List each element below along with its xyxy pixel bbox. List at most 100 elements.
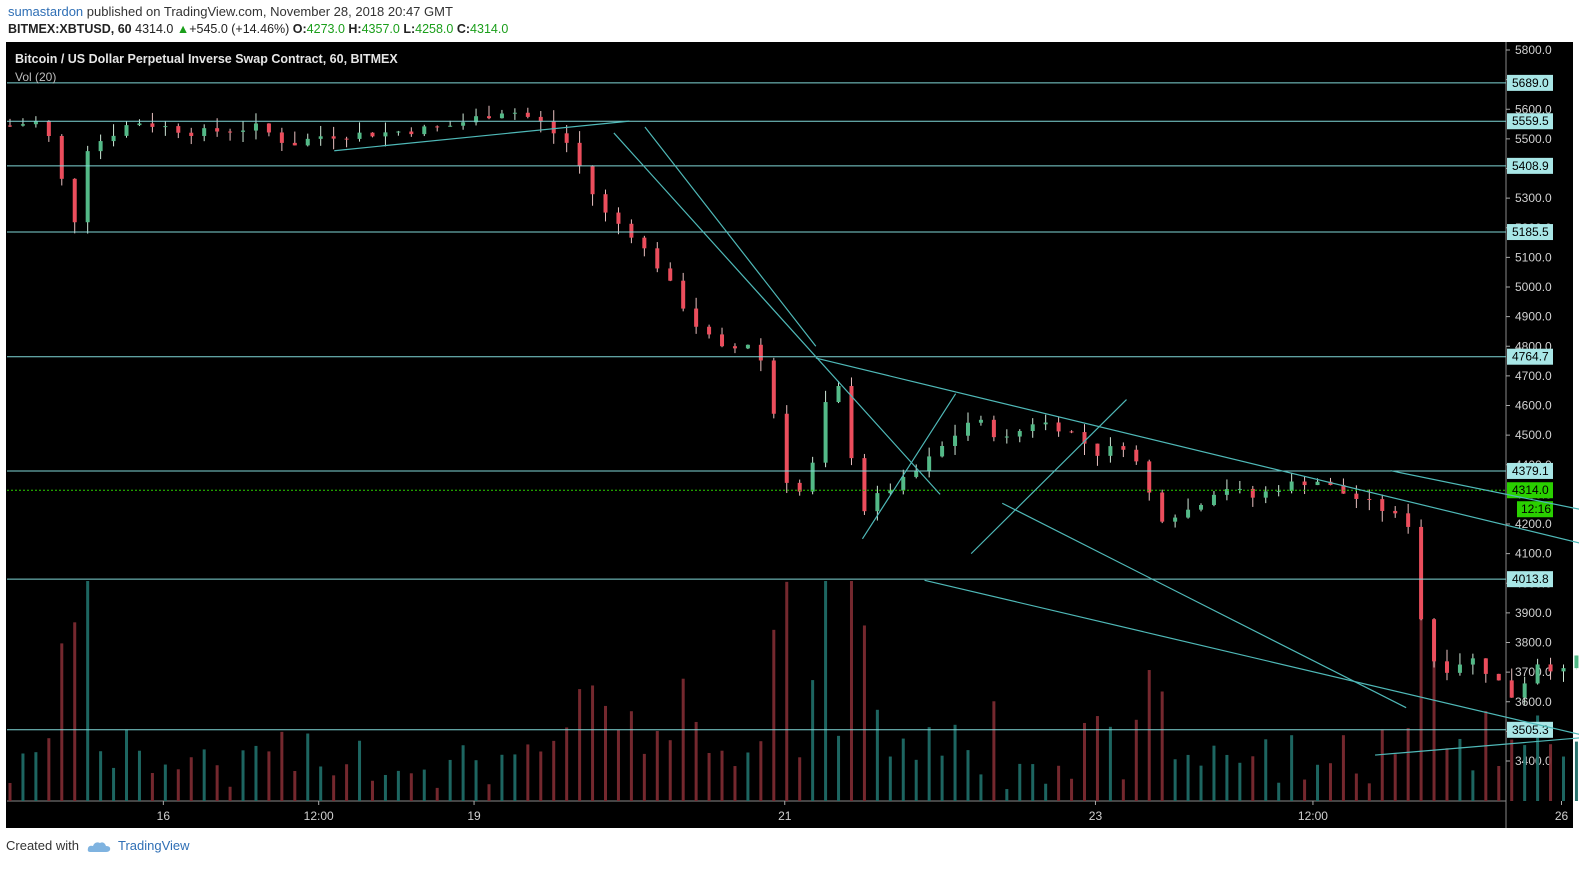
volume-bar — [1316, 764, 1320, 801]
volume-bar — [565, 727, 569, 801]
volume-bar — [112, 767, 116, 801]
volume-bar — [8, 782, 12, 801]
candle-body — [474, 116, 479, 123]
candle-body — [1574, 655, 1579, 669]
candle-body — [707, 326, 712, 335]
candle-body — [1561, 668, 1566, 672]
volume-bar — [1354, 773, 1358, 801]
candle-body — [1470, 658, 1475, 665]
symbol: BITMEX:XBTUSD, 60 — [8, 22, 132, 36]
level-price-label: 5408.9 — [1512, 159, 1549, 173]
volume-bar — [552, 740, 556, 801]
volume-bar — [940, 755, 944, 801]
candle-body — [732, 346, 737, 349]
volume-bar — [306, 733, 310, 801]
candle-body — [461, 122, 466, 126]
chart-area[interactable] — [6, 42, 1573, 828]
volume-bar — [396, 770, 400, 801]
candle-body — [241, 130, 246, 132]
volume-bar — [966, 750, 970, 801]
y-tick-label: 4700.0 — [1515, 369, 1552, 383]
volume-bar — [1044, 783, 1048, 801]
volume-bar — [21, 753, 25, 801]
volume-bar — [1277, 782, 1281, 801]
candle-body — [681, 280, 686, 309]
last-price-label: 4314.0 — [1512, 483, 1549, 497]
candle-body — [1522, 683, 1527, 698]
trendline — [970, 399, 1127, 555]
volume-bar — [1290, 735, 1294, 801]
y-tick-label: 5100.0 — [1515, 250, 1552, 264]
candle-body — [1004, 436, 1009, 438]
candle-body — [163, 126, 168, 128]
candle-body — [1457, 664, 1462, 673]
candle-body — [1199, 505, 1204, 510]
volume-bar — [1134, 719, 1138, 801]
volume-bar — [668, 740, 672, 801]
candle-body — [1173, 517, 1178, 522]
candle-body — [124, 125, 129, 136]
volume-bar — [1083, 722, 1087, 801]
low-label: L: — [403, 22, 416, 36]
candle-body — [564, 133, 569, 143]
candle-body — [1548, 664, 1553, 672]
candle-body — [189, 132, 194, 136]
volume-bar — [280, 731, 284, 801]
author-link[interactable]: sumastardon — [8, 4, 84, 19]
trendline — [334, 120, 630, 152]
trendline — [1001, 502, 1407, 709]
y-tick-label: 3400.0 — [1515, 754, 1552, 768]
candle-body — [435, 126, 440, 128]
volume-bar — [125, 729, 129, 801]
candle-body — [758, 344, 763, 361]
volume-bar — [953, 724, 957, 801]
candle-body — [655, 248, 660, 269]
volume-bar — [435, 787, 439, 801]
level-price-tag — [1507, 571, 1553, 588]
candle-body — [292, 142, 297, 146]
volume-bar — [578, 689, 582, 801]
volume-bar — [1510, 739, 1514, 801]
candle-body — [448, 125, 453, 127]
x-tick-label: 12:00 — [304, 809, 334, 823]
tradingview-link[interactable]: TradingView — [118, 838, 190, 853]
candle-body — [318, 136, 323, 139]
volume-bar — [720, 750, 724, 801]
volume-bar — [345, 764, 349, 801]
candle-body — [266, 123, 271, 133]
level-price-tag — [1507, 113, 1553, 130]
volume-bar — [849, 581, 853, 801]
candle-body — [862, 458, 867, 512]
candle-body — [836, 386, 841, 403]
volume-bar — [448, 759, 452, 801]
volume-bar — [629, 711, 633, 801]
candle-body — [1406, 513, 1411, 527]
candle-body — [486, 116, 491, 119]
volume-label: Vol (20) — [15, 70, 57, 84]
candle-body — [551, 121, 556, 134]
low-value: 4258.0 — [415, 22, 454, 36]
volume-bar — [1523, 745, 1527, 801]
candle-body — [1095, 443, 1100, 456]
candle-body — [137, 123, 142, 126]
volume-bar — [1147, 670, 1151, 801]
candle-body — [1211, 494, 1216, 506]
volume-bar — [862, 625, 866, 801]
volume-bar — [1574, 741, 1578, 801]
level-price-label: 5689.0 — [1512, 76, 1549, 90]
candle-body — [279, 132, 284, 143]
candle-body — [1367, 498, 1372, 500]
volume-bar — [1186, 754, 1190, 801]
x-tick-label: 12:00 — [1298, 809, 1328, 823]
volume-bar — [1328, 763, 1332, 801]
candle-body — [33, 121, 38, 125]
candle-body — [1121, 446, 1126, 450]
candle-body — [797, 482, 802, 492]
volume-bar — [383, 774, 387, 801]
volume-bar — [34, 752, 38, 801]
candle-body — [253, 123, 258, 131]
volume-bar — [1303, 779, 1307, 801]
high-label: H: — [348, 22, 362, 36]
volume-bar — [837, 735, 841, 801]
